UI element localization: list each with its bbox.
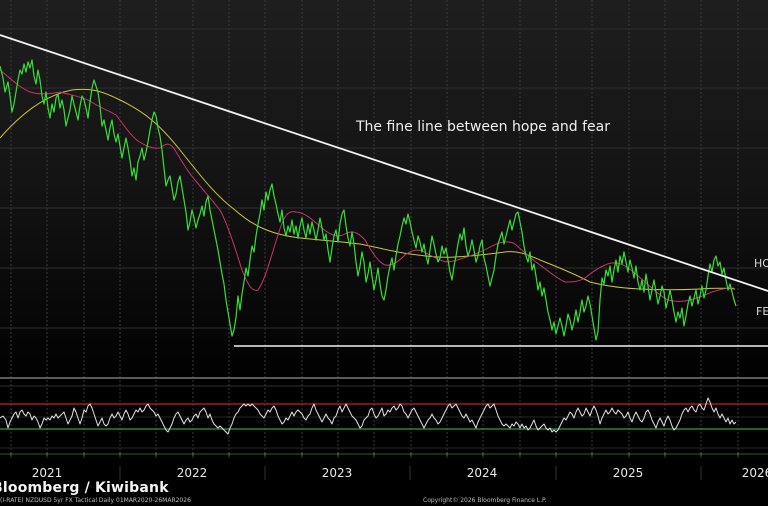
short-moving-average-line	[0, 69, 735, 302]
x-tick-2026: 2026	[741, 466, 768, 480]
x-tick-2022: 2022	[176, 466, 208, 480]
x-axis-minor-ticks	[10, 452, 739, 456]
fear-label: FEAR	[756, 305, 768, 318]
x-tick-2021: 2021	[31, 466, 63, 480]
x-tick-2023: 2023	[321, 466, 353, 480]
x-tick-2024: 2024	[466, 466, 498, 480]
long-moving-average-line	[0, 88, 736, 291]
price-line	[0, 59, 737, 341]
resistance-trendline	[0, 34, 768, 292]
brand-credit: Bloomberg / Kiwibank	[0, 480, 169, 496]
copyright-text: Copyright© 2026 Bloomberg Finance L.P.	[423, 497, 547, 504]
hope-label: HOPE	[754, 257, 768, 270]
chart-subline: (I-RATE) NZDUSD 5yr FX Tactical Daily 01…	[0, 497, 191, 504]
chart-annotation-title: The fine line between hope and fear	[356, 119, 611, 135]
vertical-grid	[10, 0, 739, 458]
x-tick-2025: 2025	[612, 466, 644, 480]
oscillator-line	[0, 397, 737, 435]
year-dividers	[119, 466, 702, 480]
